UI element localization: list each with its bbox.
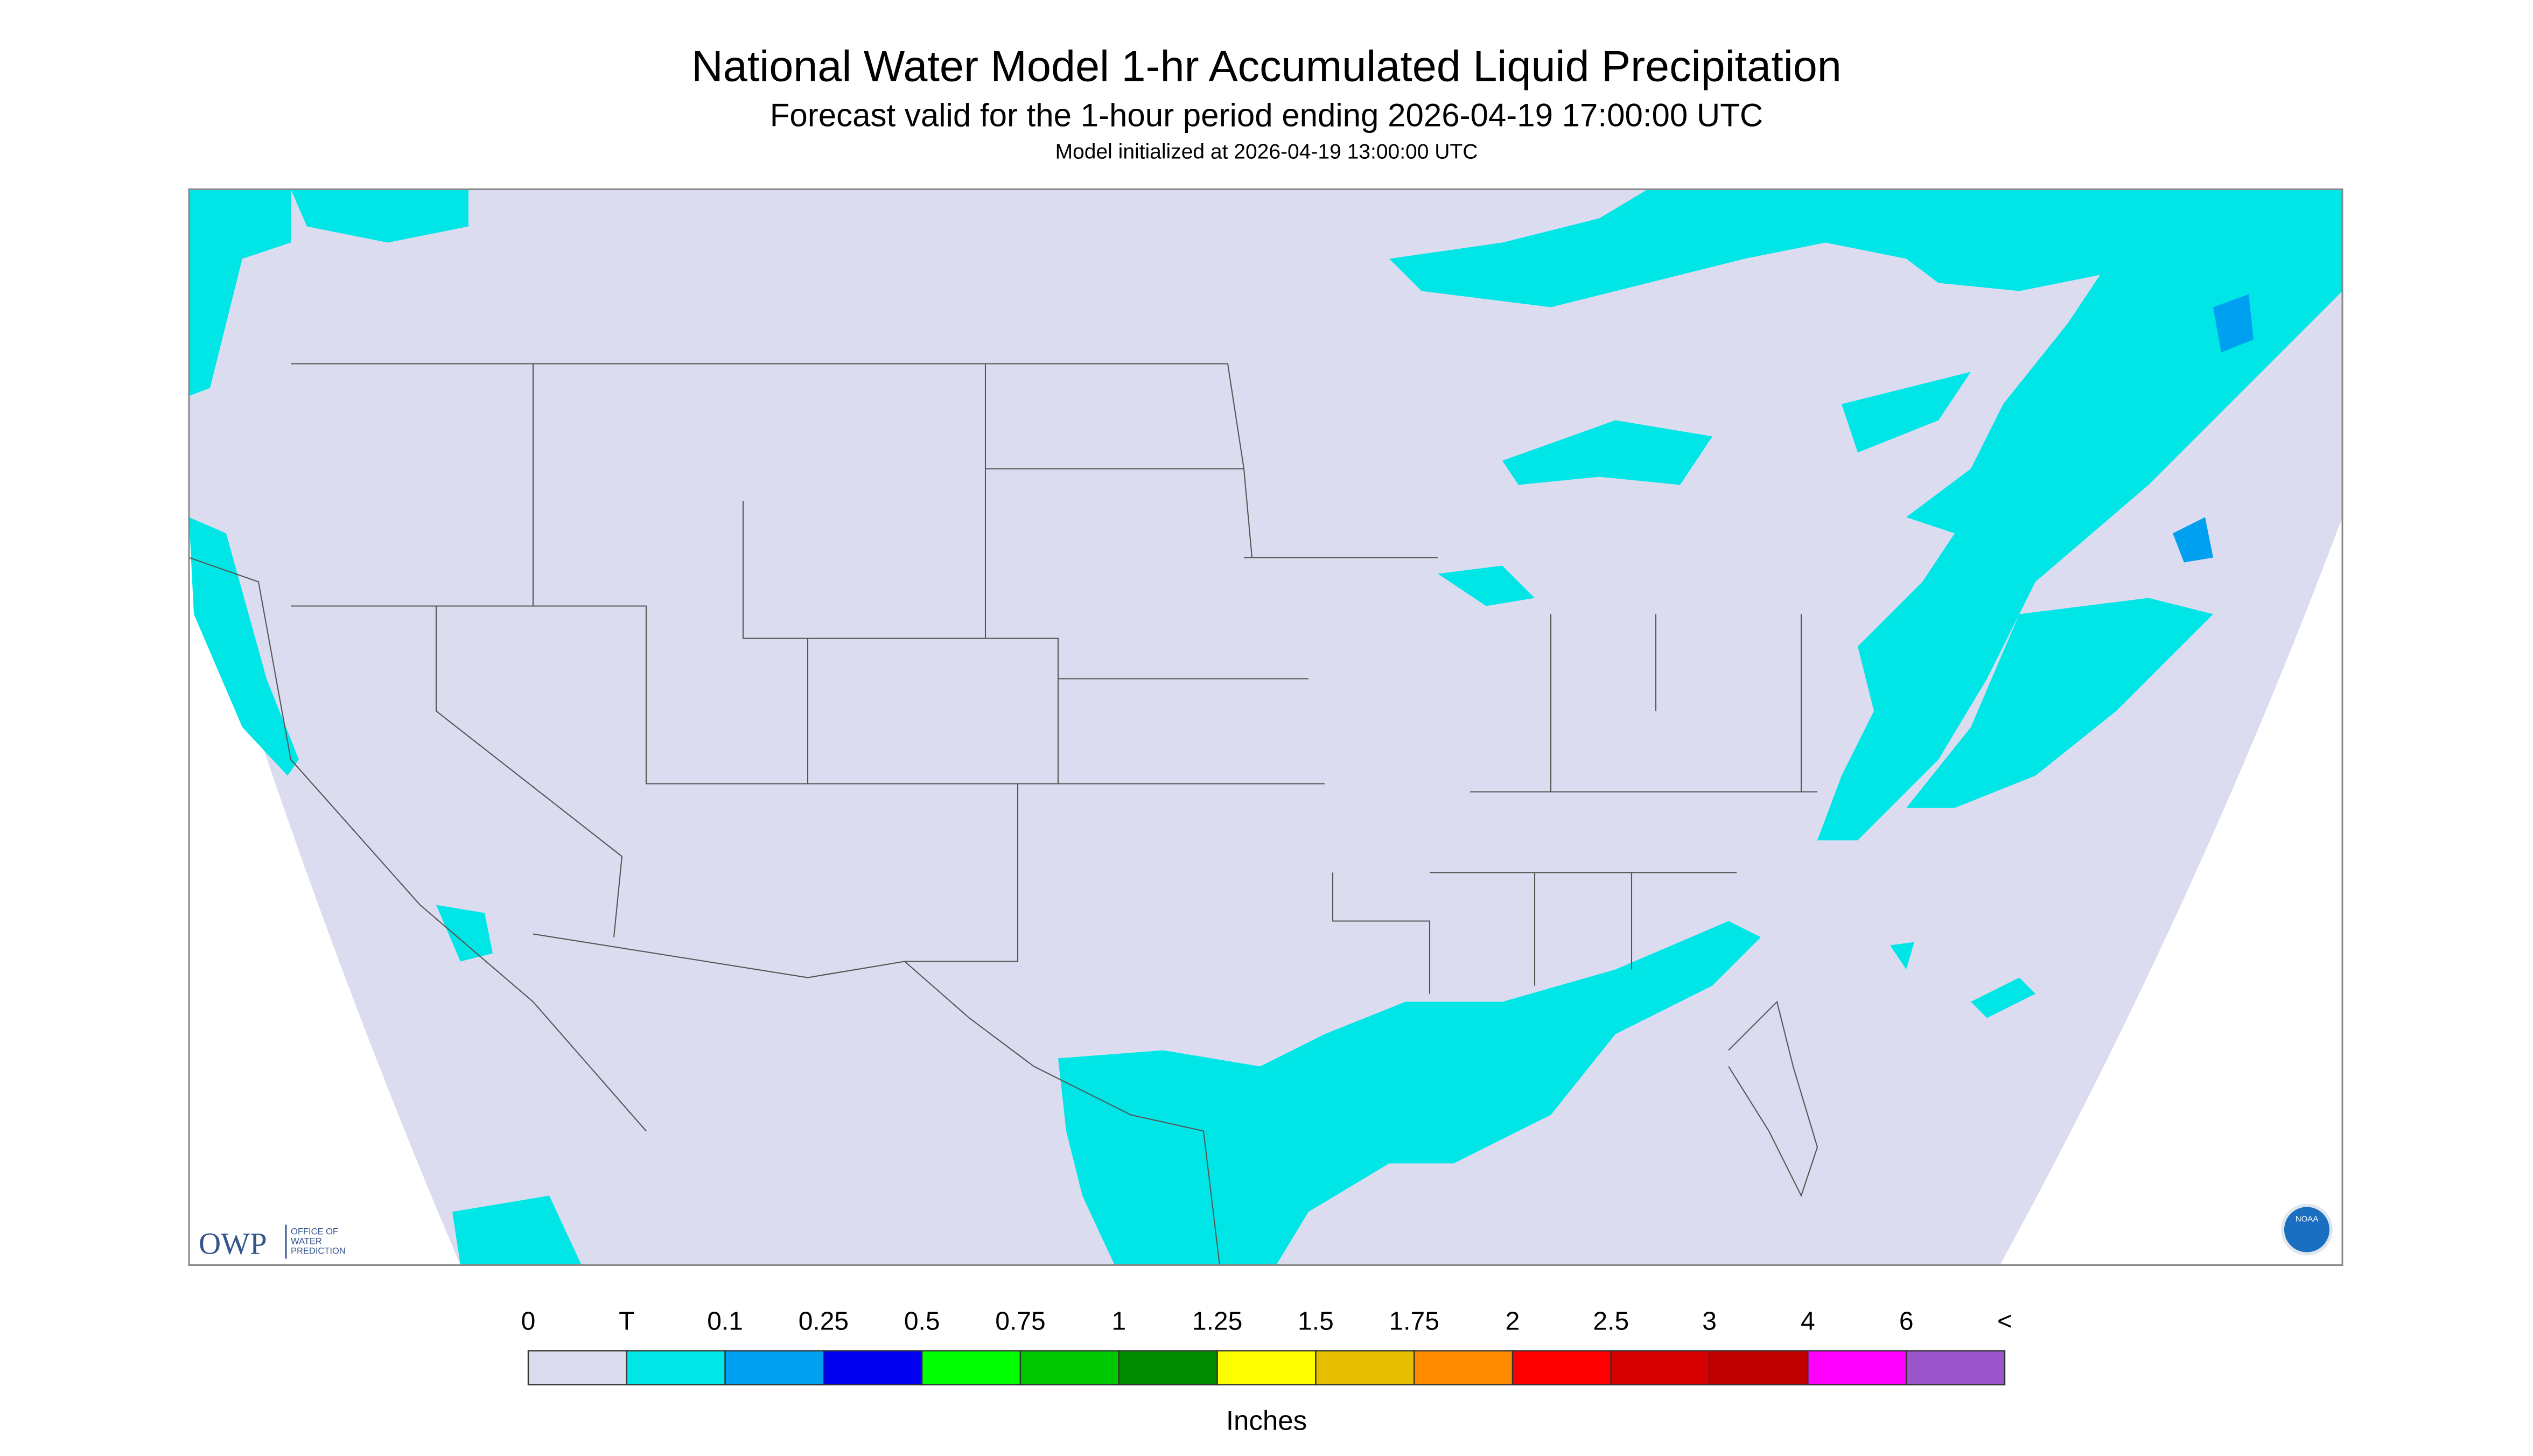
legend-swatch xyxy=(1709,1350,1809,1385)
legend-swatch xyxy=(1905,1350,2006,1385)
legend-label: 1.5 xyxy=(1298,1307,1334,1336)
legend-label: 0.1 xyxy=(707,1307,743,1336)
legend-label: 6 xyxy=(1899,1307,1914,1336)
legend-swatch xyxy=(1216,1350,1317,1385)
owp-name: WATER xyxy=(291,1237,322,1247)
legend-swatch xyxy=(626,1350,726,1385)
legend-swatch xyxy=(921,1350,1021,1385)
legend-label: 4 xyxy=(1801,1307,1815,1336)
boundaries xyxy=(188,363,1818,1265)
legend-swatch xyxy=(1118,1350,1218,1385)
legend-label: 1.75 xyxy=(1389,1307,1439,1336)
legend-swatch xyxy=(1610,1350,1710,1385)
noaa-logo xyxy=(2281,1203,2333,1256)
noaa-text: NOAA xyxy=(2296,1215,2319,1224)
owp-logo: OWP xyxy=(199,1227,267,1261)
legend-label: T xyxy=(619,1307,634,1336)
legend-label: 0 xyxy=(521,1307,536,1336)
model-domain xyxy=(189,189,2342,1265)
legend: 0 T 0.1 0.25 0.5 0.75 1 1.25 1.5 1.75 2 2.5 3 4 6 < Inch… xyxy=(521,1307,2012,1436)
legend-swatch xyxy=(1414,1350,1514,1385)
legend-swatch xyxy=(1512,1350,1612,1385)
legend-label: 0.75 xyxy=(995,1307,1045,1336)
legend-swatch xyxy=(527,1350,628,1385)
map: OWP OFFICE OF WATER PREDICTION NOAA xyxy=(188,188,2343,1266)
legend-label: 1 xyxy=(1111,1307,1126,1336)
legend-label: 2 xyxy=(1506,1307,1520,1336)
owp-name: PREDICTION xyxy=(291,1247,346,1256)
init-note: Model initialized at 2026-04-19 13:00:00… xyxy=(1055,141,1478,164)
legend-label: 2.5 xyxy=(1593,1307,1629,1336)
legend-label: 0.5 xyxy=(904,1307,940,1336)
legend-swatch xyxy=(823,1350,923,1385)
legend-unit: Inches xyxy=(1226,1405,1307,1436)
legend-swatch xyxy=(1315,1350,1415,1385)
legend-swatch xyxy=(724,1350,824,1385)
precip-areas xyxy=(189,189,2342,1265)
legend-label: 0.25 xyxy=(799,1307,849,1336)
legend-label: < xyxy=(1997,1307,2012,1336)
legend-label: 3 xyxy=(1702,1307,1717,1336)
owp-name: OFFICE OF xyxy=(291,1227,338,1237)
title: National Water Model 1-hr Accumulated Li… xyxy=(691,43,1842,91)
legend-swatch xyxy=(1807,1350,1907,1385)
map-frame xyxy=(188,188,2343,1266)
legend-label: 1.25 xyxy=(1192,1307,1242,1336)
legend-swatch xyxy=(1019,1350,1120,1385)
heavier-precip xyxy=(2173,294,2254,563)
subtitle: Forecast valid for the 1-hour period end… xyxy=(770,97,1763,134)
